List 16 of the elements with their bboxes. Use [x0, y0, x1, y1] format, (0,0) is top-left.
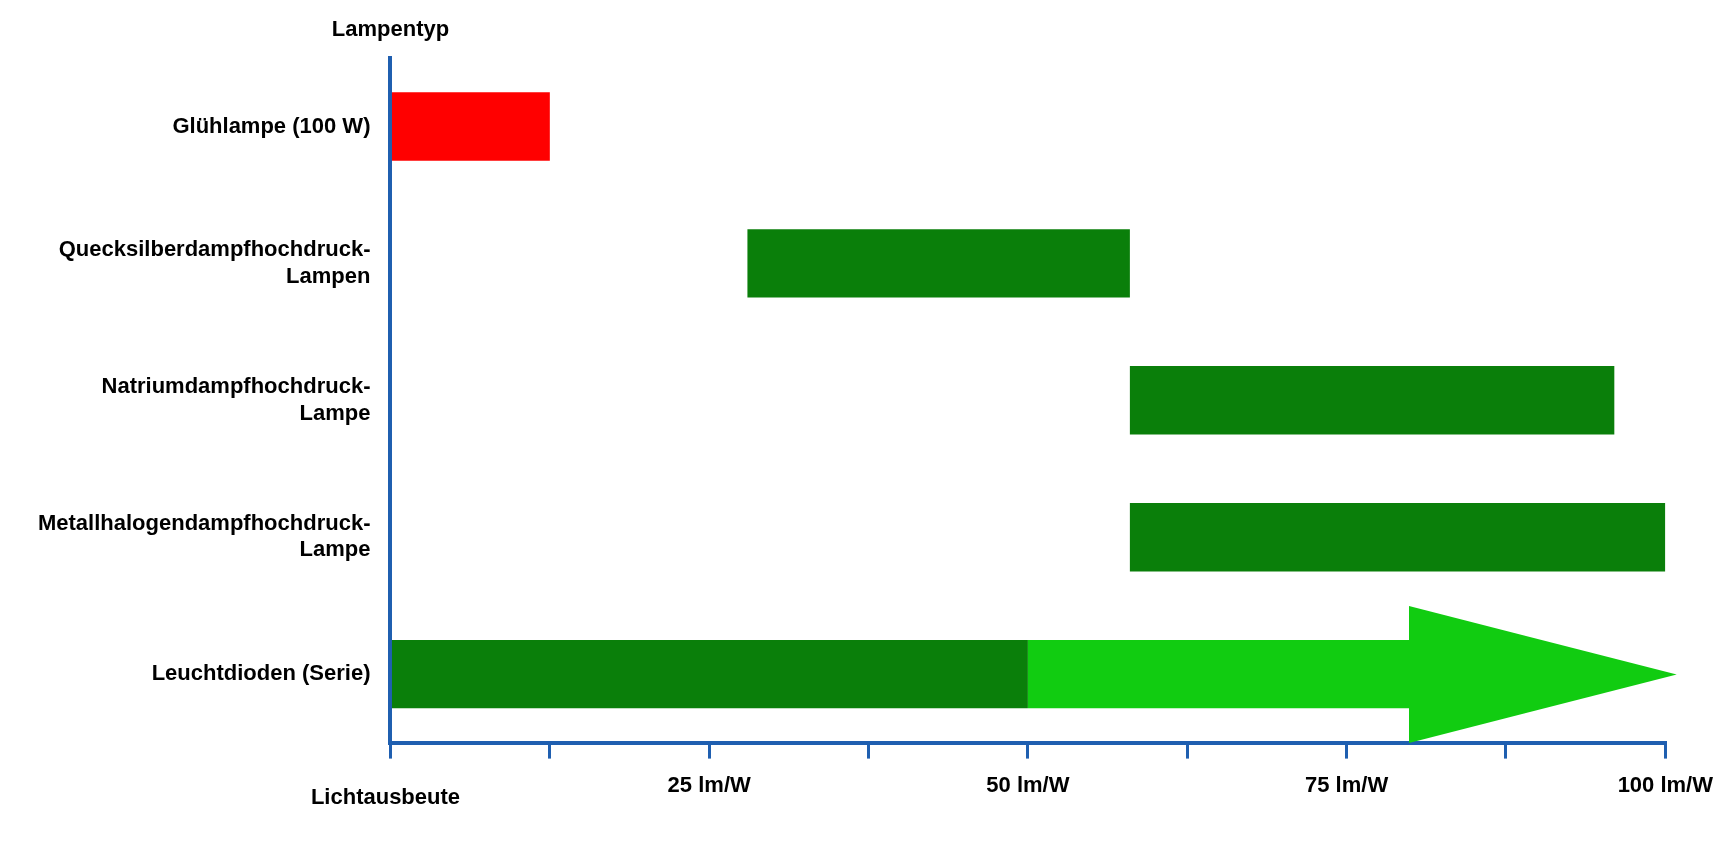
- y-axis-title: Lampentyp: [331, 16, 450, 42]
- y-tick-label: Metallhalogendampfhochdruck-Lampe: [37, 510, 371, 562]
- y-tick-label: Natriumdampfhochdruck-Lampe: [101, 373, 371, 425]
- bar: [391, 92, 550, 161]
- bar: [747, 229, 1130, 298]
- y-tick-label: Quecksilberdampfhochdruck-Lampen: [58, 236, 371, 288]
- bar: [1129, 502, 1666, 572]
- y-tick-label: Glühlampe (100 W): [172, 112, 371, 138]
- x-axis-title: Lichtausbeute: [310, 783, 461, 809]
- x-tick-label: 100 lm/W: [1617, 771, 1714, 797]
- x-tick-label: 50 lm/W: [986, 771, 1070, 797]
- x-tick-label: 75 lm/W: [1305, 771, 1389, 797]
- x-tick-label: 25 lm/W: [667, 771, 751, 797]
- y-tick-label: Leuchtdioden (Serie): [151, 660, 371, 686]
- bar: [391, 639, 1028, 709]
- bar: [1129, 366, 1615, 435]
